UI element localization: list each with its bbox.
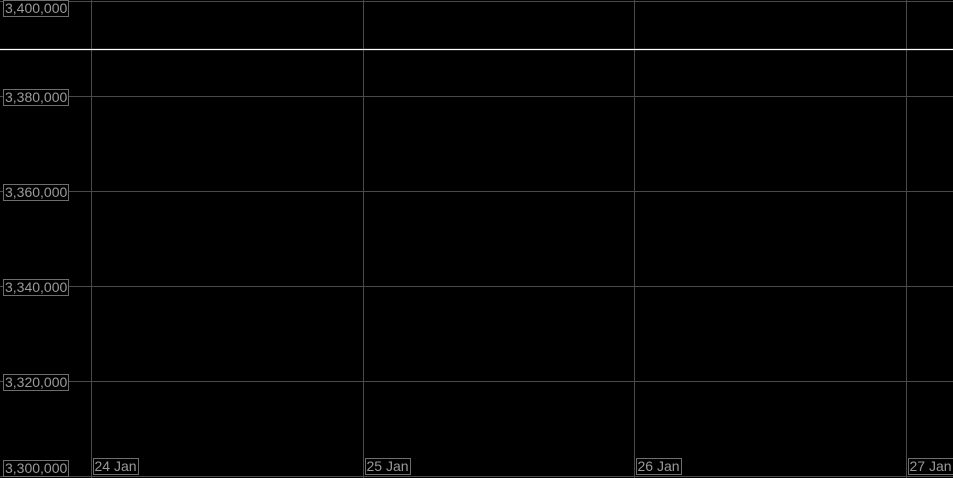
y-tick-label: 3,320,000	[3, 373, 70, 391]
y-tick-label: 3,360,000	[3, 183, 70, 201]
x-tick-label: 25 Jan	[364, 458, 411, 475]
x-tick-label: 24 Jan	[92, 458, 139, 475]
y-tick-label: 3,340,000	[3, 278, 70, 296]
y-tick-label: 3,300,000	[3, 460, 70, 477]
y-tick-label: 3,400,000	[3, 0, 70, 17]
x-tick-label: 26 Jan	[635, 458, 682, 475]
y-tick-label: 3,380,000	[3, 88, 70, 106]
x-tick-label: 27 Jan	[907, 458, 953, 475]
